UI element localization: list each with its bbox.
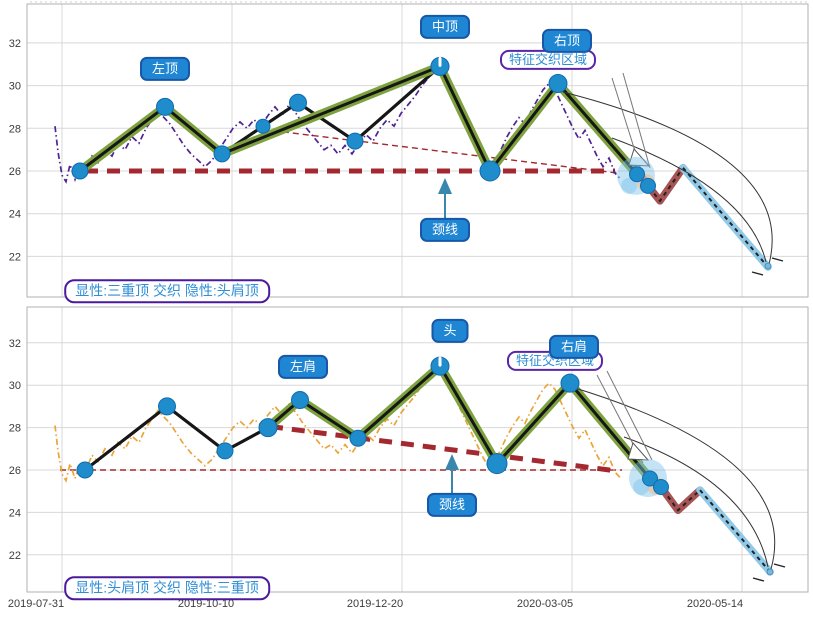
neckline-thick <box>269 424 619 474</box>
x-tick-label: 2019-07-31 <box>8 598 64 610</box>
neckline-thin <box>262 128 619 174</box>
panel-top: 32 30 28 26 24 22 <box>9 3 809 298</box>
price-line <box>54 364 622 483</box>
y-tick-label: 24 <box>9 507 21 519</box>
y-tick-label: 30 <box>9 380 21 392</box>
y-tick-label: 32 <box>9 338 21 350</box>
wedge-line <box>622 72 651 169</box>
x-tick-label: 2019-12-20 <box>347 598 403 610</box>
y-tick-label: 28 <box>9 123 21 135</box>
pivot-dot <box>346 132 364 150</box>
pivot-dot <box>486 453 508 475</box>
x-tick-label: 2019-10-10 <box>178 598 234 610</box>
pivot-dot <box>255 118 271 134</box>
interweave-halo <box>621 177 637 194</box>
pivot-dot <box>548 74 568 93</box>
y-tick-label: 26 <box>9 166 21 178</box>
end-tick <box>752 577 765 582</box>
end-tick <box>773 563 786 568</box>
pivot-dot <box>640 177 656 194</box>
pattern-band-core <box>266 364 652 480</box>
tail-blue-dashes <box>699 489 771 573</box>
projection-arc <box>562 91 773 265</box>
end-dot <box>764 262 772 270</box>
pivot-dot <box>156 97 174 116</box>
panel-border <box>26 3 809 298</box>
pivot-dot <box>349 429 367 447</box>
projection-arc <box>623 436 769 568</box>
projection-arc <box>574 387 776 570</box>
pattern-band <box>263 361 655 483</box>
tail-red-dashes <box>651 477 701 512</box>
y-tick-label: 32 <box>9 38 21 50</box>
pivot-dot <box>158 397 176 416</box>
pivot-dot <box>653 479 669 495</box>
x-tick-label: 2020-03-05 <box>517 598 573 610</box>
end-tick <box>771 257 784 262</box>
pivot-dot <box>258 418 278 438</box>
end-dot <box>766 568 774 576</box>
pivot-dot <box>629 166 645 183</box>
y-tick-label: 28 <box>9 423 21 435</box>
y-tick-label: 30 <box>9 81 21 93</box>
wedge-line <box>606 370 653 461</box>
y-tick-label: 22 <box>9 550 21 562</box>
end-tick <box>751 271 764 276</box>
y-tick-label: 24 <box>9 209 21 221</box>
hollow-arrow <box>627 442 650 461</box>
hollow-arrow <box>628 148 651 167</box>
pivot-dot <box>560 373 580 393</box>
tail-blue-dashes <box>682 167 769 268</box>
pivot-dot <box>289 93 307 112</box>
pivot-dot <box>291 391 309 409</box>
pivot-dot <box>479 160 501 182</box>
pivot-dot <box>642 470 658 487</box>
y-tick-label: 22 <box>9 251 21 263</box>
pivot-dot <box>76 461 94 479</box>
projection-arc <box>611 137 767 263</box>
pivot-dot <box>71 162 89 180</box>
x-tick-label: 2020-05-14 <box>687 598 743 610</box>
panel-border <box>26 306 809 593</box>
pivot-dot <box>216 442 234 460</box>
y-tick-label: 26 <box>9 465 21 477</box>
pivot-dot <box>213 145 231 163</box>
panel-bottom: 32 30 28 26 24 22 <box>9 306 809 593</box>
